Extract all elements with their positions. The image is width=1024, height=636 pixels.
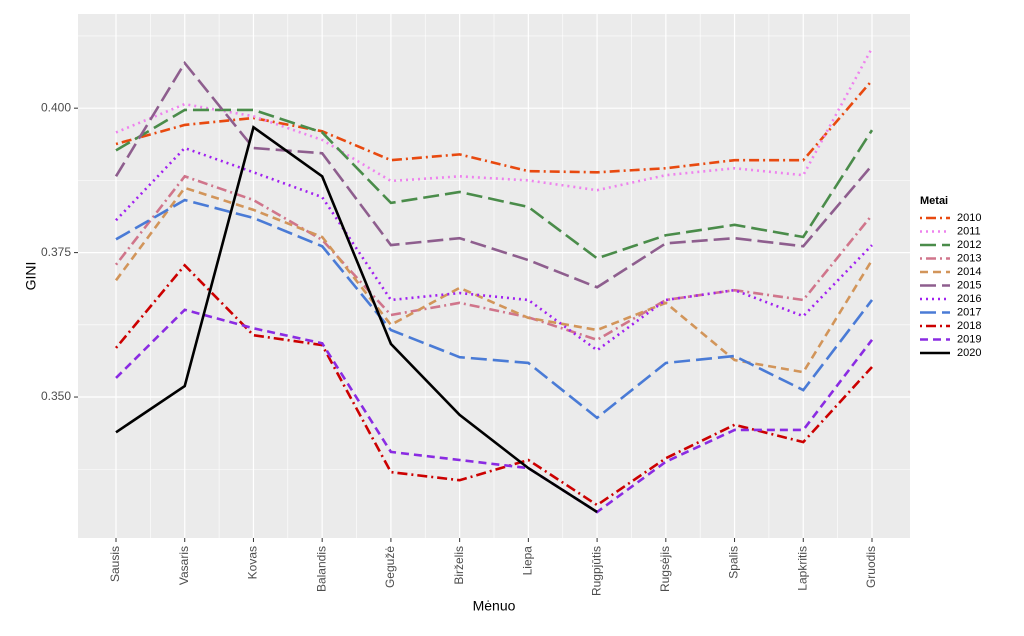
x-tick-label: Birželis [452,546,466,585]
x-tick-label: Spalis [727,546,741,579]
legend-label: 2015 [957,279,981,291]
legend-label: 2020 [957,347,981,359]
x-tick-label: Kovas [246,546,260,579]
series-line [115,198,874,420]
legend-label: 2010 [957,212,981,224]
legend-label: 2017 [957,306,981,318]
x-tick-label: Rugsėjis [658,546,672,592]
legend-label: 2013 [957,252,981,264]
x-tick-label: Rugpjūtis [589,546,603,596]
legend-label: 2019 [957,333,981,345]
x-tick-label: Gruodis [864,546,878,588]
x-tick-label: Vasaris [177,546,191,585]
y-tick-label: 0.350 [41,389,71,403]
series-line [114,60,873,289]
series-line [115,308,874,514]
series-line [115,263,873,507]
x-axis-title: Mėnuo [473,598,516,614]
y-tick-label: 0.375 [41,245,71,259]
legend-label: 2011 [957,225,981,237]
legend-box [914,190,1012,368]
x-tick-label: Lapkritis [795,546,809,591]
y-tick-label: 0.400 [41,100,71,114]
x-tick-label: Gegužė [383,546,397,588]
x-tick-label: Balandis [314,546,328,592]
series-line [114,174,874,342]
legend-label: 2012 [957,239,981,251]
legend-title: Metai [920,195,948,207]
series-line [115,47,874,192]
series-line [115,79,873,174]
x-tick-label: Sausis [108,546,122,582]
series-line [115,108,874,260]
x-tick-label: Liepa [521,546,535,576]
legend-label: 2018 [957,320,981,332]
series-line [115,125,598,514]
legend-label: 2016 [957,293,981,305]
legend-label: 2014 [957,266,981,278]
y-axis-title: GINI [23,262,39,291]
